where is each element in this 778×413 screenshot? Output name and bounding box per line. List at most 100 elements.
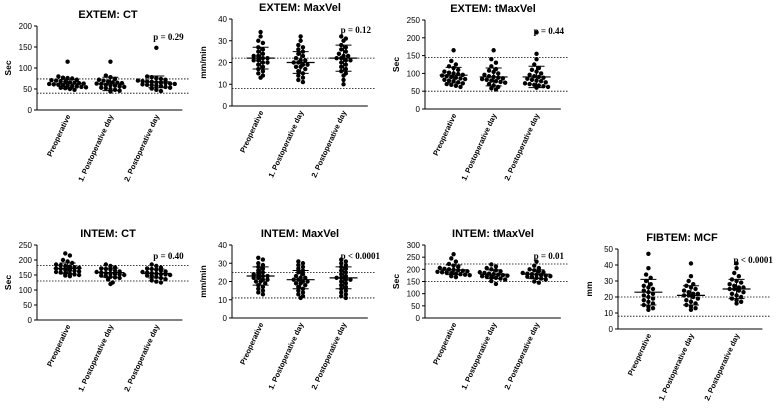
data-point <box>83 85 89 90</box>
data-point <box>305 62 310 67</box>
data-point <box>79 84 84 90</box>
data-point <box>117 88 122 93</box>
y-tick-label: 0 <box>416 314 421 323</box>
data-point <box>684 298 689 303</box>
data-point <box>536 265 542 271</box>
data-point <box>339 272 344 277</box>
data-point <box>300 75 306 80</box>
y-tick-label: 30 <box>604 277 613 286</box>
y-tick-label: 10 <box>604 309 613 318</box>
data-point <box>695 296 701 301</box>
x-category-label: 1. Postoperative day <box>657 331 696 402</box>
data-point <box>736 274 742 279</box>
data-point <box>489 64 494 69</box>
y-tick-label: 200 <box>407 265 421 274</box>
data-point <box>67 274 73 279</box>
data-point <box>144 82 150 88</box>
data-point <box>732 283 737 288</box>
data-point <box>437 265 442 271</box>
data-point <box>545 84 551 90</box>
data-point <box>296 284 301 290</box>
data-point <box>256 272 261 277</box>
data-point <box>58 79 63 84</box>
y-tick-label: 200 <box>407 34 421 43</box>
data-point <box>265 60 270 65</box>
data-point <box>525 76 530 81</box>
data-point <box>103 262 109 267</box>
data-point <box>108 59 113 64</box>
y-tick-label: 100 <box>19 286 33 295</box>
data-point <box>65 59 70 64</box>
data-point <box>158 76 164 82</box>
data-point <box>256 58 261 63</box>
data-point <box>149 262 154 267</box>
data-point <box>548 273 553 279</box>
data-point <box>122 272 127 278</box>
data-point <box>538 79 544 84</box>
x-category-label: 2. Postoperative day <box>309 320 348 391</box>
data-point <box>296 288 301 293</box>
data-point <box>453 274 459 280</box>
data-point <box>339 34 344 39</box>
y-axis-label: mm <box>584 281 594 297</box>
data-point <box>300 45 306 50</box>
data-point <box>650 306 656 311</box>
data-point <box>99 273 104 278</box>
data-point <box>532 62 537 67</box>
data-point <box>47 81 52 87</box>
data-point <box>260 292 266 297</box>
y-tick-label: 30 <box>218 37 227 46</box>
data-point <box>442 69 447 74</box>
data-point <box>650 296 656 301</box>
data-point <box>260 270 266 275</box>
chart-panel-5: INTEM: MaxVel p < 0.0001 0 10 20 30 40 mm/min Pr… <box>198 228 381 391</box>
data-point <box>251 53 256 59</box>
y-tick-label: 150 <box>19 271 33 280</box>
data-point <box>502 80 508 85</box>
data-point <box>741 290 746 295</box>
x-category-label: 2. Postoperative day <box>702 331 741 402</box>
y-tick-label: 10 <box>218 296 227 305</box>
chart-title: INTEM: tMaxVel <box>452 228 534 240</box>
data-point <box>300 290 306 295</box>
data-point <box>493 79 499 84</box>
data-point <box>296 69 301 74</box>
data-point <box>163 84 168 90</box>
data-point <box>462 76 468 82</box>
data-point <box>502 277 508 282</box>
data-point <box>343 281 349 286</box>
data-point <box>296 77 301 83</box>
chart-panel-6: INTEM: tMaxVel p = 0.01 0 50 100 150 200 250 300… <box>391 228 568 391</box>
data-point <box>260 284 266 290</box>
data-point <box>296 262 301 268</box>
data-point <box>479 273 485 279</box>
data-point <box>343 284 349 290</box>
data-point <box>458 84 463 90</box>
p-value-label: p = 0.40 <box>153 251 184 261</box>
data-point <box>643 272 649 277</box>
data-point <box>449 58 454 64</box>
data-point <box>63 263 68 269</box>
data-point <box>293 281 299 286</box>
chart-title: EXTEM: CT <box>78 9 138 21</box>
y-tick-label: 250 <box>19 241 33 250</box>
data-point <box>296 42 301 48</box>
data-point <box>149 83 154 88</box>
data-point <box>467 272 472 278</box>
data-point <box>63 251 68 256</box>
data-point <box>251 272 256 277</box>
data-point <box>154 263 159 269</box>
data-point <box>442 77 447 83</box>
p-value-label: p = 0.01 <box>534 251 565 261</box>
data-point <box>258 34 263 39</box>
data-point <box>738 299 744 304</box>
data-point <box>96 77 102 82</box>
data-point <box>534 51 539 57</box>
data-point <box>260 266 266 271</box>
y-tick-label: 0 <box>28 316 33 325</box>
data-point <box>341 82 346 87</box>
data-point <box>298 38 303 43</box>
data-point <box>646 251 651 256</box>
data-point <box>117 272 122 277</box>
x-category-label: 1. Postoperative day <box>459 111 498 182</box>
